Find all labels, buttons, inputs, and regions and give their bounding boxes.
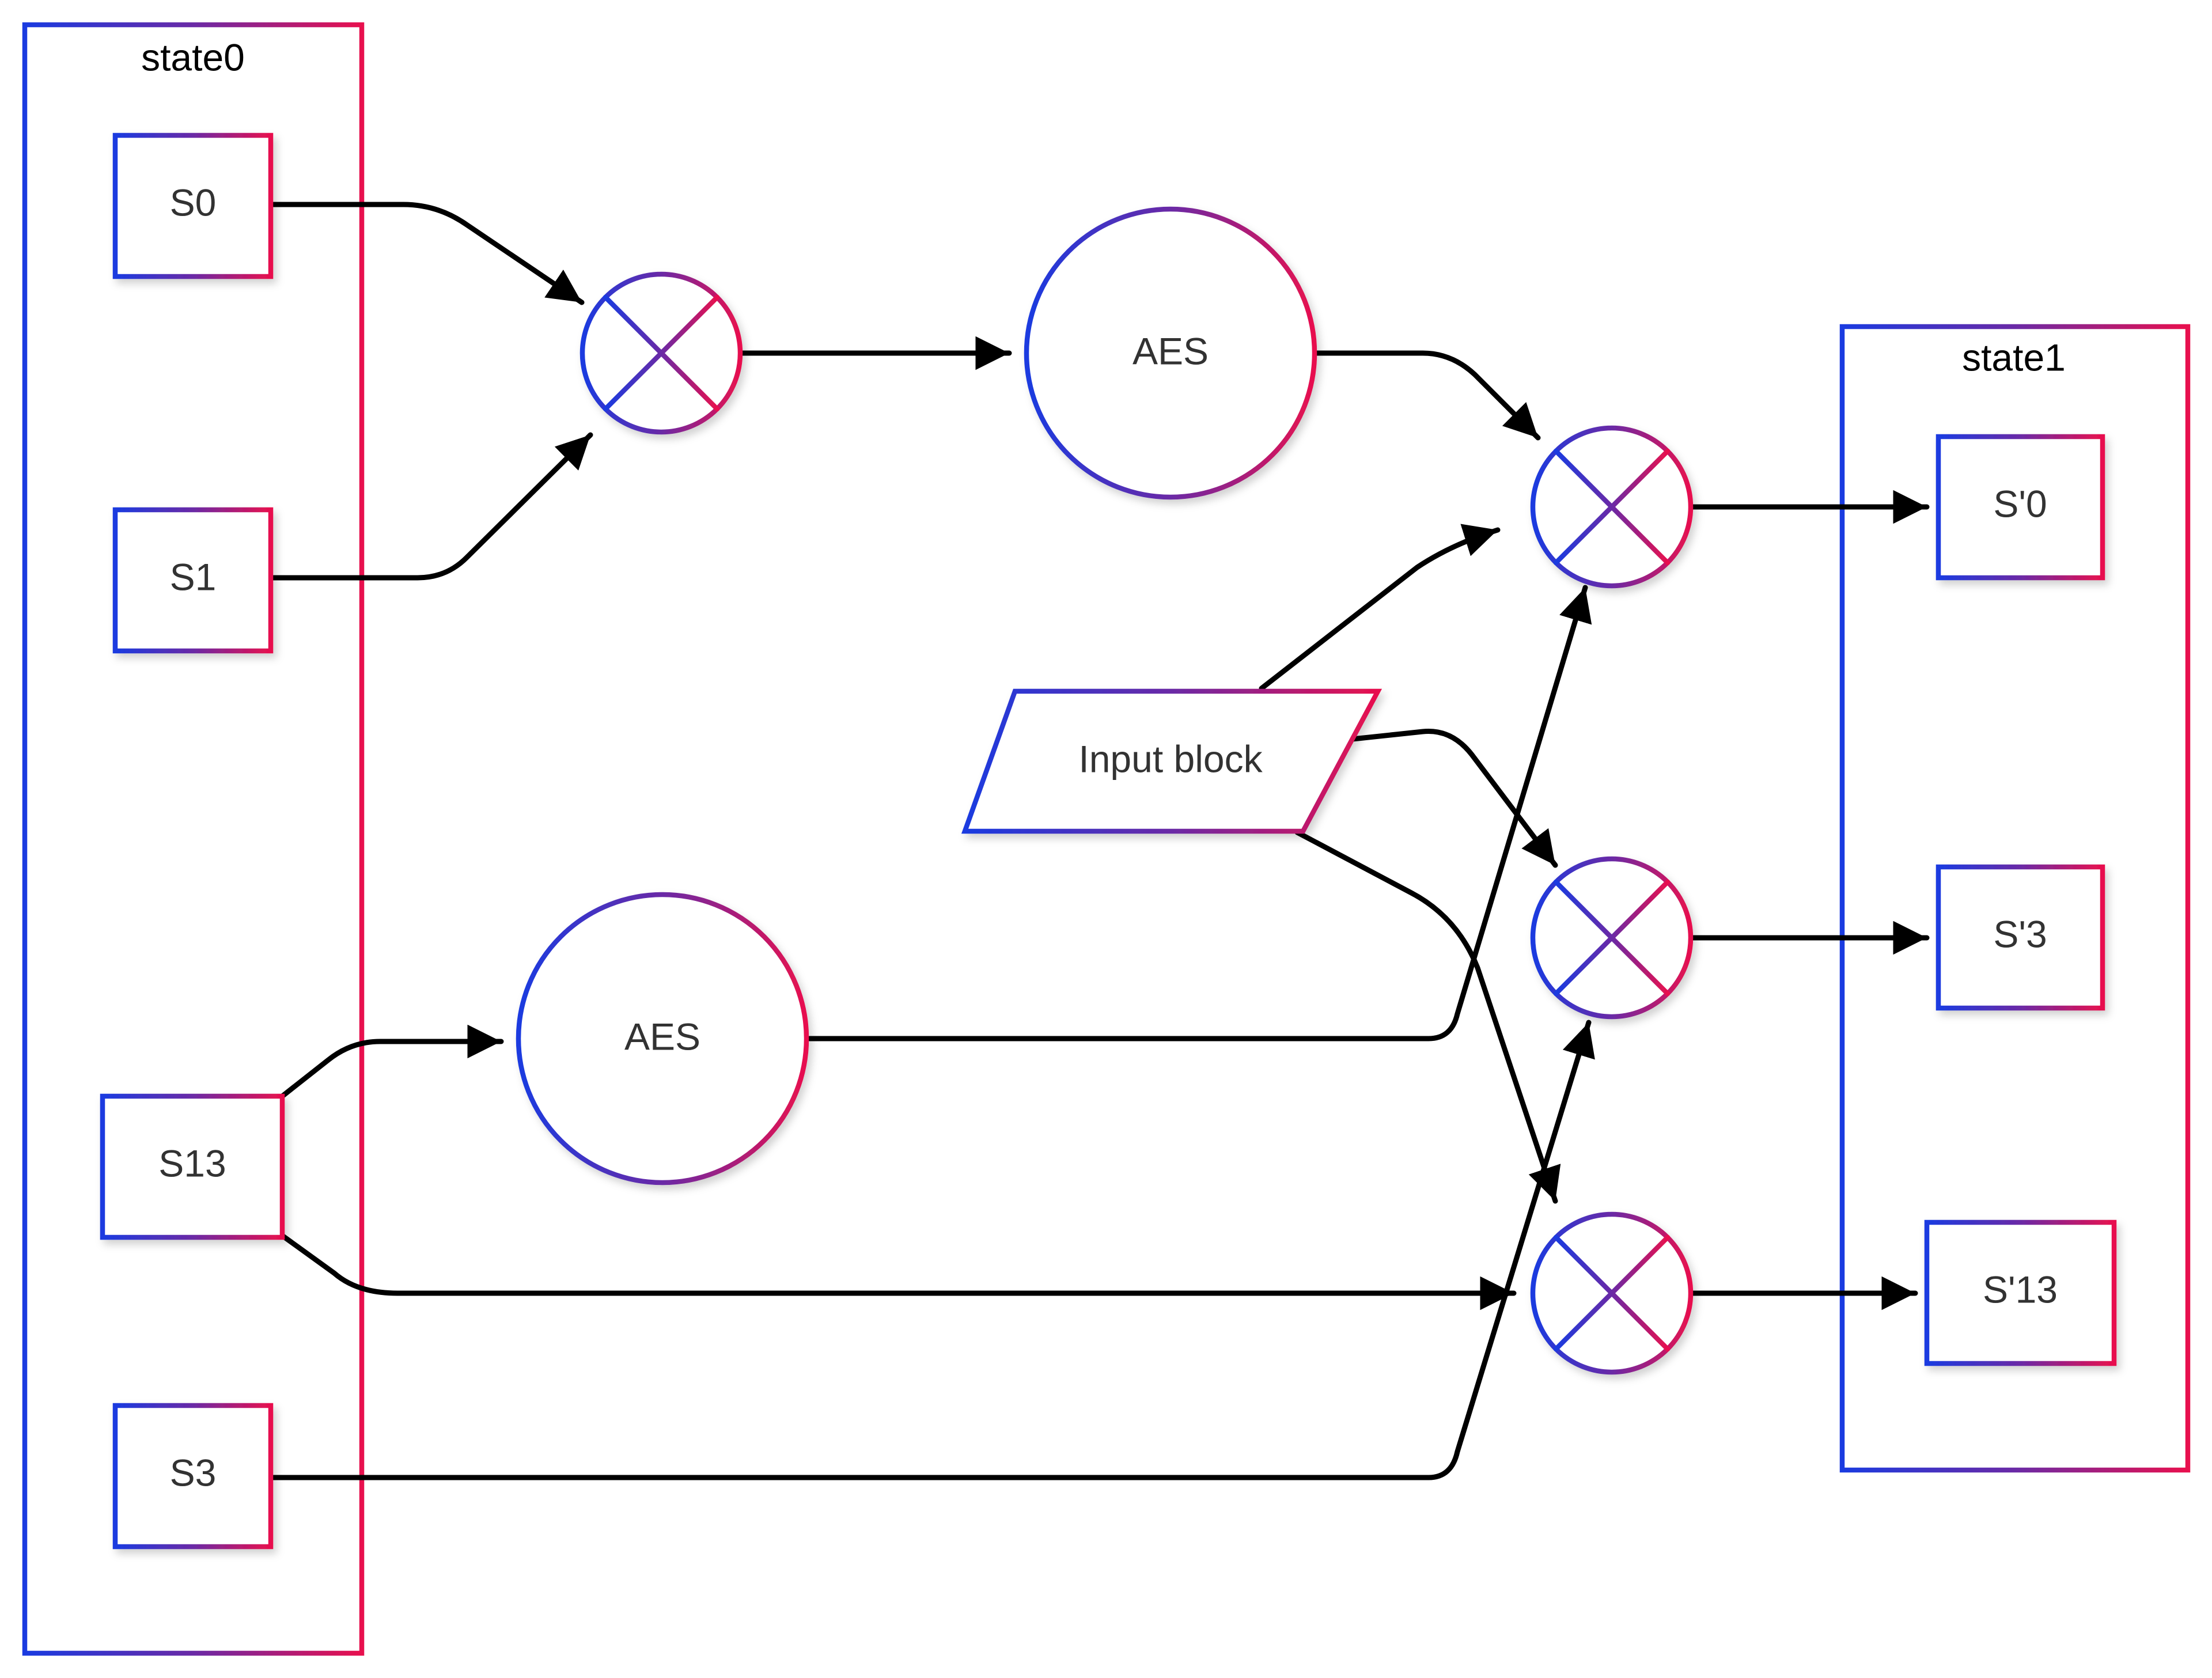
state0-container: state0 <box>22 22 365 1656</box>
edge-s13-to-xor4 <box>279 1233 1517 1310</box>
state1-container: state1 <box>1839 324 2191 1473</box>
block-s3-label: S3 <box>170 1451 217 1494</box>
block-s1-label: S1 <box>170 555 217 598</box>
state1-title: state1 <box>1962 336 2066 378</box>
edge-input-to-xor2 <box>1259 524 1501 691</box>
edge-s13-to-aes-bottom <box>279 1024 504 1099</box>
edge-input-to-xor4 <box>1294 829 1561 1204</box>
input-block-label: Input block <box>1078 737 1263 780</box>
edges <box>268 202 1930 1480</box>
edge-input-to-xor3 <box>1350 729 1558 868</box>
xor-operator-3 <box>1530 856 1694 1020</box>
aes-node-top-label: AES <box>1132 329 1209 372</box>
block-s13-label: S13 <box>158 1142 226 1184</box>
xor-operator-2 <box>1530 425 1694 589</box>
aes-node-bottom-label: AES <box>624 1015 700 1058</box>
block-s-prime-13-label: S'13 <box>1983 1268 2058 1310</box>
edge-s0-to-xor1 <box>268 202 585 305</box>
block-s1: S1 <box>112 507 274 654</box>
block-s3: S3 <box>112 1403 274 1550</box>
block-s-prime-0: S'0 <box>1936 434 2105 581</box>
aes-node-bottom: AES <box>516 892 809 1185</box>
xor-operator-4 <box>1530 1211 1694 1375</box>
xor-operator-1 <box>579 271 743 435</box>
block-s0-label: S0 <box>170 181 217 224</box>
state0-title: state0 <box>141 36 245 78</box>
edge-aes-top-to-xor2 <box>1310 350 1541 441</box>
edge-s3-to-xor3 <box>268 1020 1595 1480</box>
block-s-prime-13: S'13 <box>1924 1219 2117 1366</box>
block-s-prime-0-label: S'0 <box>1993 482 2047 525</box>
block-s-prime-3-label: S'3 <box>1993 912 2047 955</box>
block-s13: S13 <box>100 1093 285 1240</box>
aes-node-top: AES <box>1024 206 1317 500</box>
input-block: Input block <box>961 688 1382 834</box>
block-s0: S0 <box>112 132 274 279</box>
edge-s1-to-xor1 <box>268 432 593 581</box>
edge-aes-bottom-to-xor2 <box>806 585 1592 1041</box>
block-s-prime-3: S'3 <box>1936 864 2105 1011</box>
